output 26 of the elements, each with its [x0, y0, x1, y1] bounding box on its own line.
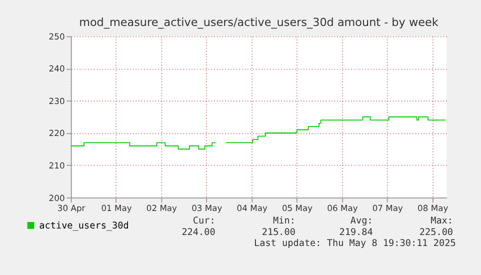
- text: Avg:: [350, 216, 373, 227]
- y-tick-label: 240: [48, 64, 65, 74]
- text: Min:: [273, 216, 296, 227]
- text: Last update: Thu May 8 19:30:11 2025: [254, 238, 456, 249]
- x-tick-label: 01 May: [101, 203, 132, 214]
- text: 224.00: [182, 226, 216, 238]
- y-tick-label: 210: [48, 160, 65, 170]
- y-tick-label: 200: [48, 192, 65, 203]
- x-tick-label: 05 May: [282, 203, 313, 214]
- x-tick-label: 02 May: [146, 203, 178, 214]
- chart-title: mod_measure_active_users/active_users_30d amount - by week: [79, 16, 439, 29]
- x-tick-label: 08 May: [418, 203, 448, 214]
- y-tick-label: 220: [48, 128, 65, 138]
- x-tick-label: 04 May: [236, 203, 268, 214]
- x-tick-label: 07 May: [372, 203, 404, 214]
- y-tick-label: 250: [48, 31, 65, 42]
- y-tick-label: 230: [48, 96, 65, 106]
- text: 219.84: [339, 226, 374, 238]
- text: Cur:: [192, 216, 216, 227]
- x-tick-label: 06 May: [327, 203, 358, 214]
- text: 225.00: [419, 226, 454, 238]
- text: 215.00: [262, 226, 296, 238]
- x-tick-label: 03 May: [192, 203, 222, 214]
- text: Max:: [430, 216, 454, 227]
- legend-label: active_users_30d: [39, 220, 129, 232]
- x-tick-label: 30 Apr: [57, 203, 86, 214]
